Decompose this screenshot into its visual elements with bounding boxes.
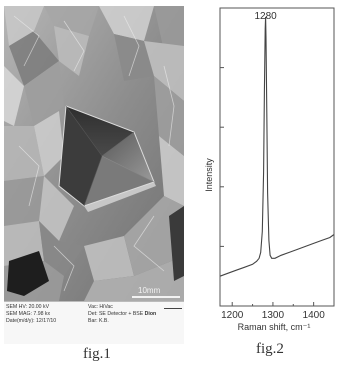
sem-bar: Bar: K.B. bbox=[88, 318, 109, 324]
x-tick-label: 1400 bbox=[303, 310, 326, 321]
sem-image bbox=[4, 6, 184, 301]
x-tick-label: 1200 bbox=[221, 310, 244, 321]
x-tick-label: 1300 bbox=[262, 310, 285, 321]
x-axis-label: Raman shift, cm⁻¹ bbox=[238, 322, 311, 332]
figure-2: 1200 1300 1400 Intensity Raman shift, cm⁻¹… bbox=[188, 0, 337, 365]
plot-frame bbox=[219, 7, 335, 307]
sem-detector-extra: Dion bbox=[144, 311, 157, 317]
octahedral-crystal bbox=[58, 105, 156, 212]
scale-bar bbox=[132, 296, 180, 298]
raman-spectrum-line bbox=[219, 16, 335, 277]
sem-mag: SEM MAG: 7.98 kx bbox=[6, 311, 51, 317]
sem-detector: Det: SE Detector + BSE bbox=[88, 311, 144, 317]
sem-micrograph: 10mm bbox=[4, 6, 184, 301]
info-scale-mark bbox=[164, 308, 182, 309]
raman-chart: 1200 1300 1400 Intensity Raman shift, cm⁻¹… bbox=[204, 7, 335, 332]
scale-bar-label: 10mm bbox=[138, 286, 161, 295]
figure-1-caption: fig.1 bbox=[83, 346, 111, 362]
y-axis-label: Intensity bbox=[204, 158, 214, 192]
peak-annotation: 1280 bbox=[254, 11, 277, 22]
figure-1: 10mm SEM HV: 20.00 kV SEM MAG: 7.98 kx D… bbox=[4, 6, 184, 362]
sem-vac: Vac: HiVac bbox=[88, 304, 113, 310]
sem-hv: SEM HV: 20.00 kV bbox=[6, 304, 50, 310]
sem-info-panel: SEM HV: 20.00 kV SEM MAG: 7.98 kx Date(m… bbox=[4, 301, 184, 344]
sem-date: Date(m/d/y): 12/17/10 bbox=[6, 318, 57, 324]
figure-2-caption: fig.2 bbox=[256, 341, 284, 357]
